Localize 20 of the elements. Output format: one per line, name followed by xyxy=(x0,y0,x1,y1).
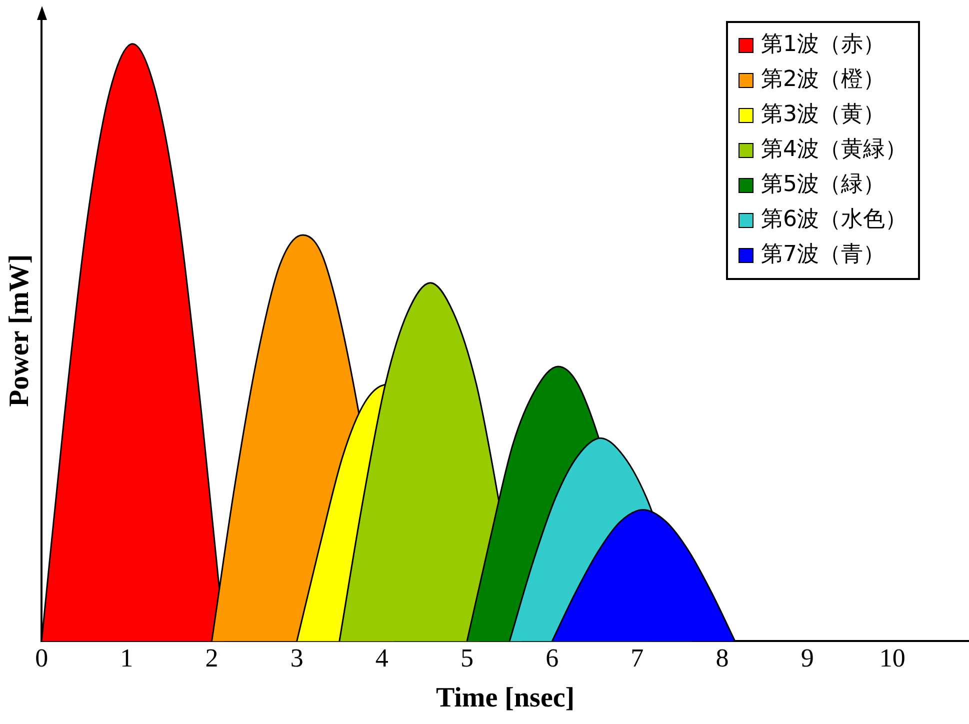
x-tick-label: 9 xyxy=(800,644,814,673)
x-tick-label: 7 xyxy=(630,644,644,673)
x-tick-label: 10 xyxy=(879,644,906,673)
x-tick-label: 1 xyxy=(120,644,134,673)
x-tick-label: 8 xyxy=(716,644,729,673)
x-tick-label: 2 xyxy=(205,644,218,673)
legend-label: 第3波（黄） xyxy=(761,102,886,128)
legend-label: 第4波（黄緑） xyxy=(761,137,908,162)
legend-label: 第5波（緑） xyxy=(761,172,886,198)
y-axis-title: Power [mW] xyxy=(4,254,36,407)
x-tick-label: 4 xyxy=(375,644,388,673)
legend-label: 第6波（水色） xyxy=(761,207,908,232)
x-tick-label: 5 xyxy=(460,644,474,673)
x-axis-title: Time [nsec] xyxy=(436,682,575,714)
legend-label: 第1波（赤） xyxy=(761,32,886,58)
legend-label: 第7波（青） xyxy=(761,242,886,268)
legend-label: 第2波（橙） xyxy=(761,67,886,92)
x-tick-label: 3 xyxy=(290,644,304,673)
x-tick-label: 0 xyxy=(35,644,48,673)
x-tick-label: 6 xyxy=(546,644,559,673)
